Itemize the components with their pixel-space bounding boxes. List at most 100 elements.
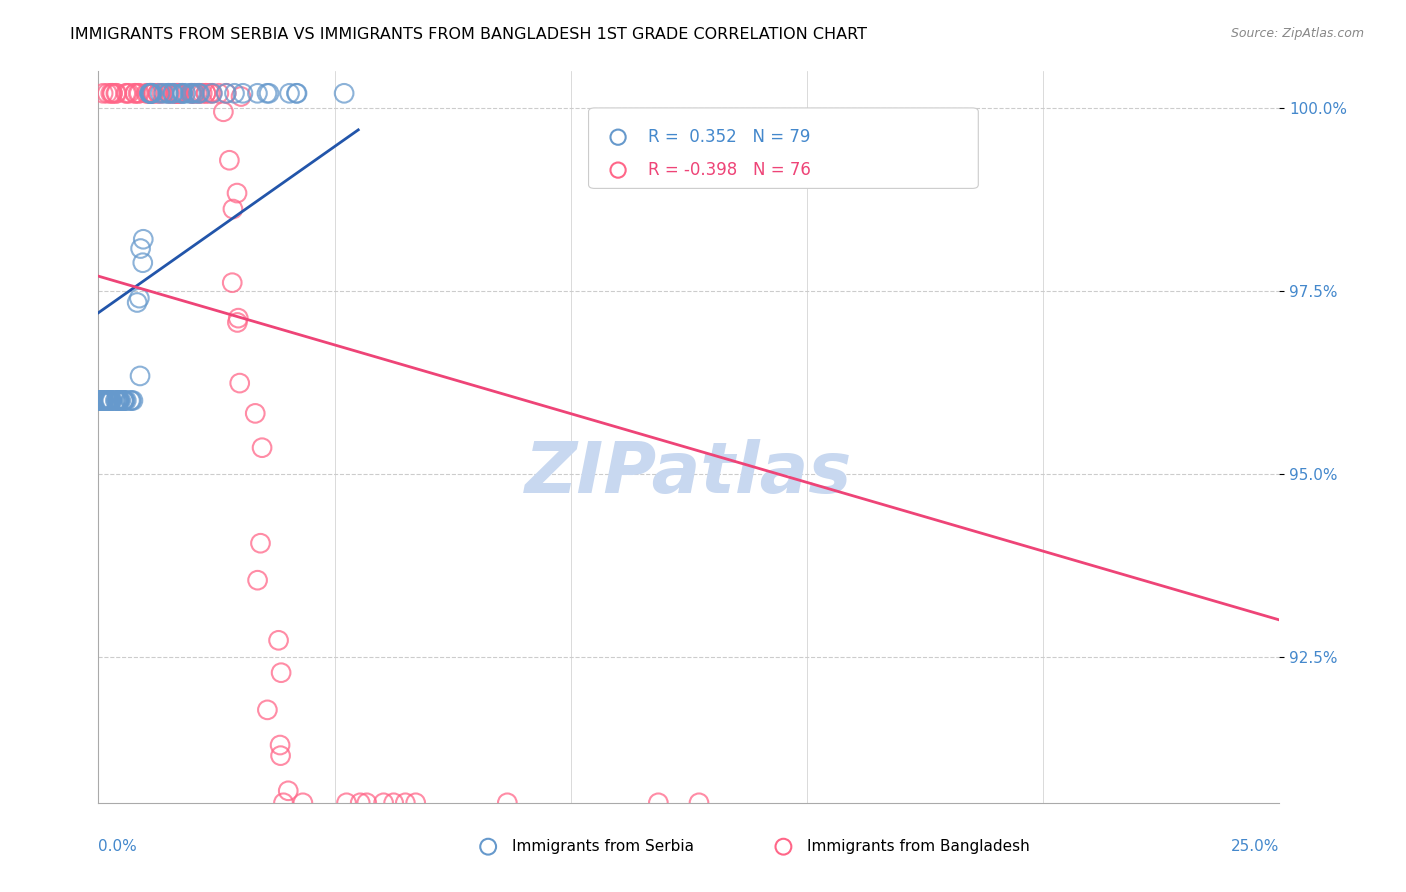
Point — [93, 393, 115, 408]
Point — [96, 393, 118, 408]
Point — [224, 87, 246, 101]
Point — [115, 87, 138, 101]
Point — [132, 256, 155, 270]
Point — [215, 87, 238, 101]
Point — [172, 87, 194, 101]
Point — [127, 87, 149, 101]
Text: 0.0%: 0.0% — [98, 839, 138, 855]
Point — [688, 796, 710, 810]
Point — [132, 232, 155, 246]
Point — [124, 87, 146, 101]
Point — [124, 87, 146, 101]
Point — [267, 633, 290, 648]
Point — [98, 393, 121, 408]
Point — [91, 87, 114, 101]
Text: Immigrants from Bangladesh: Immigrants from Bangladesh — [807, 839, 1029, 855]
Point — [90, 393, 112, 408]
Point — [221, 276, 243, 290]
Point — [226, 315, 249, 329]
Point — [96, 393, 118, 408]
Point — [373, 796, 395, 810]
Point — [120, 393, 142, 408]
Point — [201, 87, 224, 101]
Point — [128, 291, 150, 305]
Point — [181, 87, 204, 101]
Point — [108, 393, 131, 408]
Point — [108, 393, 131, 408]
Point — [167, 87, 190, 101]
Point — [349, 796, 371, 810]
Point — [270, 748, 292, 763]
Point — [405, 796, 427, 810]
Point — [107, 393, 129, 408]
Point — [129, 368, 152, 383]
Point — [139, 87, 162, 101]
Point — [101, 87, 124, 101]
Point — [100, 87, 122, 101]
Point — [218, 153, 240, 168]
Point — [188, 87, 211, 101]
Point — [201, 87, 224, 101]
Point — [257, 87, 280, 101]
Point — [232, 87, 254, 101]
Point — [127, 295, 149, 310]
Point — [93, 393, 115, 408]
Point — [139, 87, 162, 101]
Point — [110, 393, 132, 408]
Point — [97, 393, 120, 408]
Point — [141, 87, 163, 101]
Point — [142, 87, 165, 101]
Point — [246, 573, 269, 587]
Point — [187, 87, 209, 101]
Point — [91, 393, 114, 408]
Point — [104, 393, 127, 408]
Point — [120, 393, 142, 408]
Point — [100, 393, 122, 408]
Point — [156, 87, 179, 101]
Text: Source: ZipAtlas.com: Source: ZipAtlas.com — [1230, 27, 1364, 40]
Point — [194, 87, 217, 101]
Point — [356, 796, 378, 810]
Text: Immigrants from Serbia: Immigrants from Serbia — [512, 839, 693, 855]
Point — [169, 87, 191, 101]
Text: R =  0.352   N = 79: R = 0.352 N = 79 — [648, 128, 810, 146]
Point — [146, 87, 169, 101]
Point — [335, 796, 357, 810]
Point — [90, 393, 112, 408]
Point — [208, 87, 231, 101]
Point — [128, 87, 150, 101]
Point — [149, 87, 172, 101]
Point — [222, 202, 245, 216]
Point — [101, 393, 124, 408]
Point — [152, 87, 174, 101]
Point — [139, 87, 162, 101]
Point — [90, 393, 112, 408]
Point — [98, 393, 121, 408]
Point — [104, 87, 127, 101]
Point — [100, 393, 122, 408]
Text: 25.0%: 25.0% — [1232, 839, 1279, 855]
Point — [135, 87, 157, 101]
Point — [150, 87, 173, 101]
Point — [647, 796, 669, 810]
Point — [194, 87, 217, 101]
Point — [98, 393, 121, 408]
Point — [101, 87, 124, 101]
Point — [163, 87, 186, 101]
Point — [166, 87, 188, 101]
Point — [256, 87, 278, 101]
Point — [114, 87, 136, 101]
Point — [162, 87, 184, 101]
Point — [122, 393, 145, 408]
Point — [108, 393, 131, 408]
Point — [115, 393, 138, 408]
Point — [394, 796, 416, 810]
Point — [184, 87, 207, 101]
Point — [97, 393, 120, 408]
Point — [105, 87, 128, 101]
Point — [90, 393, 112, 408]
Point — [172, 87, 194, 101]
Point — [270, 665, 292, 680]
Point — [141, 87, 163, 101]
Point — [291, 796, 314, 810]
